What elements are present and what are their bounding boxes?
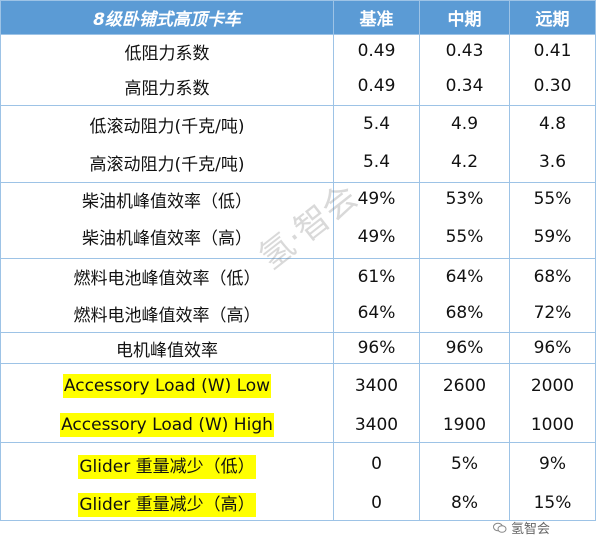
table-row: 电机峰值效率 96% 96% 96% — [0, 332, 596, 364]
table-row: 高滚动阻力(千克/吨) 5.4 4.2 3.6 — [0, 142, 596, 183]
value-midterm: 68% — [419, 294, 510, 333]
header-baseline: 基准 — [333, 0, 420, 35]
value-baseline: 3400 — [333, 408, 420, 443]
header-midterm: 中期 — [419, 0, 510, 35]
value-longterm: 72% — [509, 294, 596, 333]
value-longterm: 0.30 — [509, 67, 596, 106]
value-midterm: 53% — [419, 182, 510, 216]
row-label-text: 高滚动阻力(千克/吨) — [89, 154, 245, 175]
value-midterm: 1900 — [419, 408, 510, 443]
wechat-icon — [492, 522, 507, 533]
row-label-text: 柴油机峰值效率（高） — [82, 229, 252, 250]
value-midterm: 0.43 — [419, 34, 510, 68]
value-longterm: 1000 — [509, 408, 596, 443]
value-baseline: 61% — [333, 258, 420, 295]
value-midterm: 4.9 — [419, 105, 510, 143]
row-label: 低阻力系数 — [0, 34, 334, 68]
row-label-text: Glider 重量减少（低） — [78, 454, 256, 479]
value-baseline: 0.49 — [333, 34, 420, 68]
value-midterm: 4.2 — [419, 142, 510, 183]
row-label: 电机峰值效率 — [0, 332, 334, 364]
brand-name: 氢智会 — [510, 522, 550, 537]
table-row: 燃料电池峰值效率（高） 64% 68% 72% — [0, 294, 596, 333]
row-label: 低滚动阻力(千克/吨) — [0, 105, 334, 143]
row-label-text: 电机峰值效率 — [116, 340, 218, 361]
row-label: Accessory Load (W) High — [0, 408, 334, 443]
value-midterm: 5% — [419, 442, 510, 486]
row-label-text: Accessory Load (W) High — [60, 413, 274, 438]
data-table: 8级卧铺式高顶卡车 基准 中期 远期 低阻力系数 0.49 0.43 0.41 高阻力系… — [0, 0, 596, 521]
value-baseline: 64% — [333, 294, 420, 333]
value-longterm: 55% — [509, 182, 596, 216]
value-longterm: 3.6 — [509, 142, 596, 183]
table-title: 8级卧铺式高顶卡车 — [0, 0, 334, 35]
value-baseline: 5.4 — [333, 142, 420, 183]
table-row: 低阻力系数 0.49 0.43 0.41 — [0, 34, 596, 68]
value-longterm: 96% — [509, 332, 596, 364]
row-label: 燃料电池峰值效率（低） — [0, 258, 334, 295]
value-midterm: 2600 — [419, 363, 510, 409]
table-row: Accessory Load (W) High 3400 1900 1000 — [0, 408, 596, 443]
value-baseline: 0 — [333, 485, 420, 521]
value-midterm: 64% — [419, 258, 510, 295]
row-label: Glider 重量减少（高） — [0, 485, 334, 521]
header-longterm: 远期 — [509, 0, 596, 35]
table-row: 燃料电池峰值效率（低） 61% 64% 68% — [0, 258, 596, 295]
row-label-text: 燃料电池峰值效率（低） — [73, 269, 261, 290]
value-longterm: 2000 — [509, 363, 596, 409]
row-label-text: Accessory Load (W) Low — [62, 374, 272, 399]
row-label: 高阻力系数 — [0, 67, 334, 106]
row-label-text: 低滚动阻力(千克/吨) — [89, 116, 245, 137]
value-baseline: 5.4 — [333, 105, 420, 143]
value-longterm: 68% — [509, 258, 596, 295]
value-longterm: 15% — [509, 485, 596, 521]
value-baseline: 0 — [333, 442, 420, 486]
row-label-text: 低阻力系数 — [124, 43, 210, 64]
value-longterm: 4.8 — [509, 105, 596, 143]
table-row: 柴油机峰值效率（高） 49% 55% 59% — [0, 215, 596, 259]
table-row: Glider 重量减少（高） 0 8% 15% — [0, 485, 596, 521]
value-longterm: 0.41 — [509, 34, 596, 68]
value-baseline: 0.49 — [333, 67, 420, 106]
value-baseline: 3400 — [333, 363, 420, 409]
header-row: 8级卧铺式高顶卡车 基准 中期 远期 — [0, 0, 596, 35]
row-label: 高滚动阻力(千克/吨) — [0, 142, 334, 183]
value-midterm: 96% — [419, 332, 510, 364]
row-label-text: Glider 重量减少（高） — [78, 493, 256, 518]
value-baseline: 96% — [333, 332, 420, 364]
value-longterm: 59% — [509, 215, 596, 259]
table-row: Accessory Load (W) Low 3400 2600 2000 — [0, 363, 596, 409]
value-midterm: 55% — [419, 215, 510, 259]
value-midterm: 0.34 — [419, 67, 510, 106]
row-label-text: 燃料电池峰值效率（高） — [73, 305, 261, 326]
row-label: 燃料电池峰值效率（高） — [0, 294, 334, 333]
value-baseline: 49% — [333, 182, 420, 216]
table-row: 柴油机峰值效率（低） 49% 53% 55% — [0, 182, 596, 216]
row-label-text: 高阻力系数 — [124, 78, 210, 99]
brand-mark: 氢智会 — [492, 518, 550, 537]
value-midterm: 8% — [419, 485, 510, 521]
row-label: 柴油机峰值效率（低） — [0, 182, 334, 216]
value-baseline: 49% — [333, 215, 420, 259]
row-label: 柴油机峰值效率（高） — [0, 215, 334, 259]
table-row: 低滚动阻力(千克/吨) 5.4 4.9 4.8 — [0, 105, 596, 143]
value-longterm: 9% — [509, 442, 596, 486]
table-row: 高阻力系数 0.49 0.34 0.30 — [0, 67, 596, 106]
row-label-text: 柴油机峰值效率（低） — [82, 191, 252, 212]
row-label: Glider 重量减少（低） — [0, 442, 334, 486]
row-label: Accessory Load (W) Low — [0, 363, 334, 409]
table-row: Glider 重量减少（低） 0 5% 9% — [0, 442, 596, 486]
